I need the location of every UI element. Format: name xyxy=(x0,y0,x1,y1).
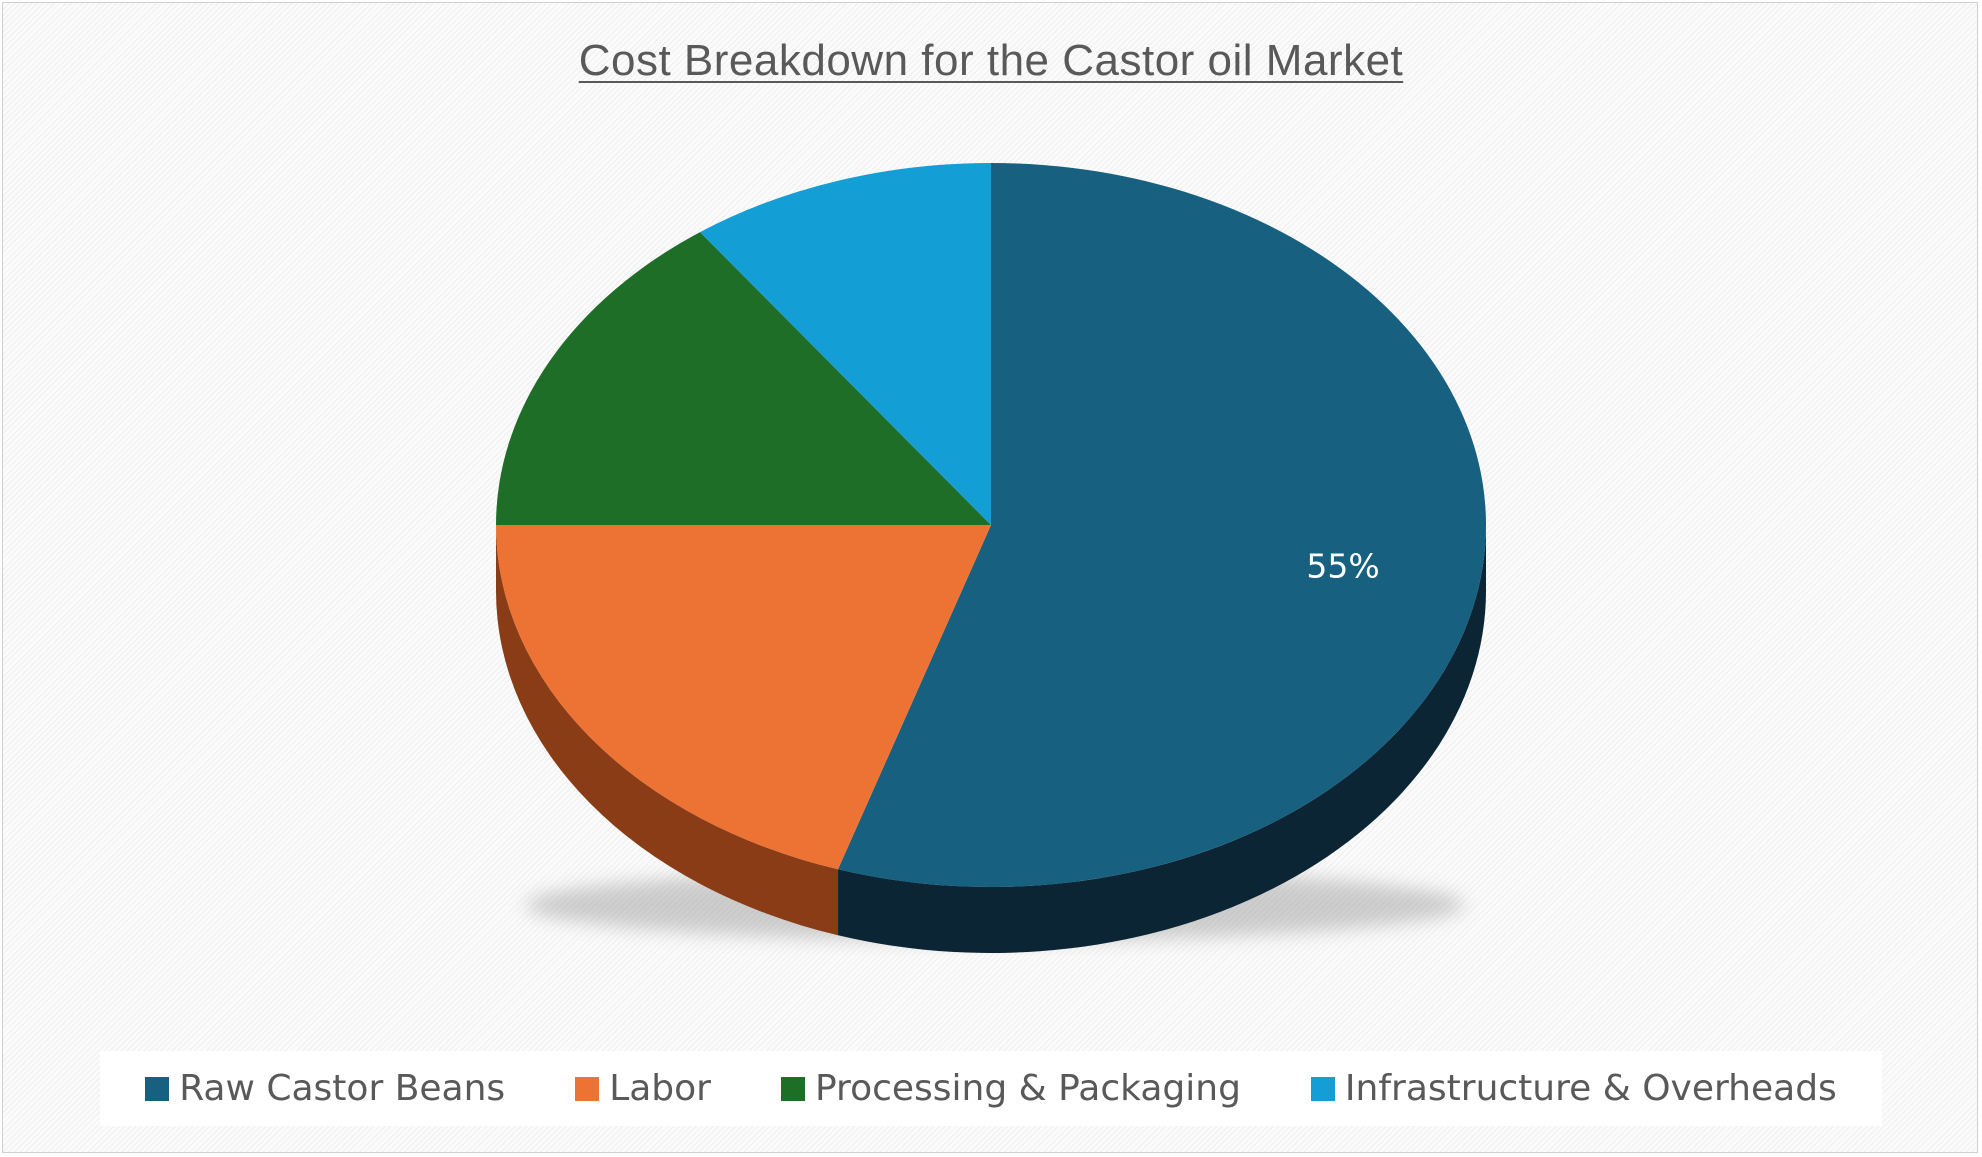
legend: Raw Castor Beans Labor Processing & Packag… xyxy=(100,1051,1882,1126)
pie-slice-raw-castor-beans xyxy=(838,163,1486,887)
pie-labels: 55% xyxy=(1306,546,1379,585)
pie-slice-processing-and-packaging xyxy=(496,232,991,525)
pie-slices xyxy=(496,163,1486,887)
legend-label: Labor xyxy=(609,1068,711,1109)
pie-slice-labor xyxy=(496,525,991,870)
legend-swatch xyxy=(780,1076,805,1101)
legend-label: Infrastructure & Overheads xyxy=(1344,1068,1837,1109)
legend-label: Processing & Packaging xyxy=(814,1068,1241,1109)
legend-item-raw-castor-beans: Raw Castor Beans xyxy=(145,1068,505,1109)
chart-title: Cost Breakdown for the Castor oil Market xyxy=(578,36,1404,85)
legend-item-labor: Labor xyxy=(575,1068,711,1109)
pie-side-raw-castor-beans xyxy=(838,525,1486,954)
legend-swatch xyxy=(145,1076,170,1101)
legend-swatch xyxy=(575,1076,600,1101)
data-label-raw-castor-beans: 55% xyxy=(1306,546,1379,585)
legend-label: Raw Castor Beans xyxy=(179,1068,506,1109)
pie-side-labor xyxy=(496,525,839,936)
legend-item-processing-and-packaging: Processing & Packaging xyxy=(780,1068,1241,1109)
pie-sides xyxy=(496,525,1486,954)
legend-item-infrastructure-and-overheads: Infrastructure & Overheads xyxy=(1310,1068,1837,1109)
legend-swatch xyxy=(1310,1076,1335,1101)
pie-slice-infrastructure-and-overheads xyxy=(700,163,991,525)
